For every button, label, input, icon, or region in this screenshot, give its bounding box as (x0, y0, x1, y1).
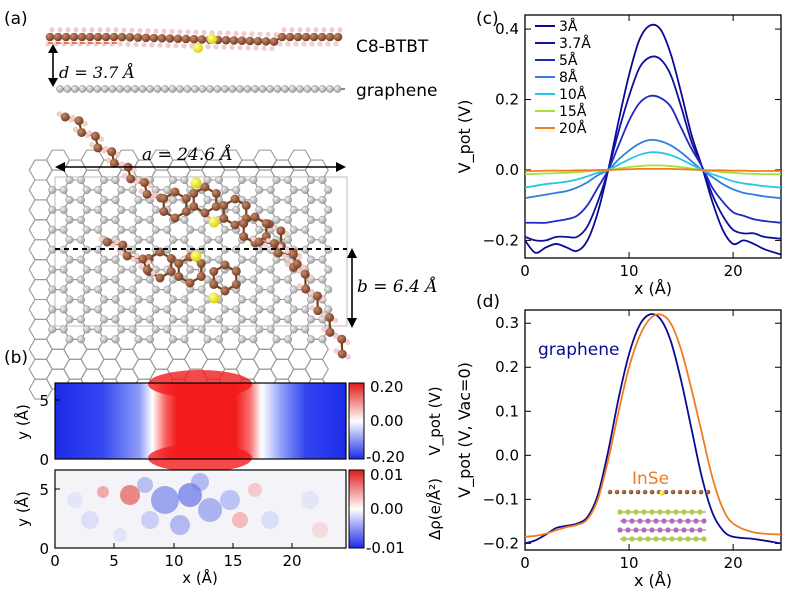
charge-density-map (54, 469, 347, 549)
panel-label-d: (d) (476, 292, 500, 312)
xtick-label: 10 (620, 554, 639, 572)
legend-entry-3: 8Å (559, 69, 578, 86)
rho-ytick-5: 5 (39, 481, 49, 499)
side-view-molecule (45, 27, 343, 53)
top-view-molecule (56, 111, 351, 360)
series-line-5 (524, 164, 782, 176)
vpot-map (54, 370, 347, 472)
vpot-cbar-tick-max: 0.20 (370, 378, 403, 396)
legend-entry-6: 20Å (559, 120, 587, 137)
side-view-graphene (56, 85, 345, 93)
xtick-label: 0 (520, 262, 530, 280)
molecule-label: C8-BTBT (356, 37, 429, 57)
graphene-curve-label: graphene (538, 340, 619, 360)
rho-cbar-tick-zero: 0.00 (370, 500, 403, 518)
ytick-label: 0.2 (495, 91, 519, 109)
rho-cbar-label: Δρ(e/Å²) (425, 478, 444, 540)
chart-c: 0 10 20 −0.2 0.0 0.2 0.4 x (Å) V_pot (V) 3Å3.7Å5Å… (455, 14, 782, 298)
ytick-label: 0.0 (495, 446, 519, 464)
series-line-0 (524, 23, 782, 256)
plot-frame (524, 14, 782, 259)
vpot-cbar-label: V_pot (V) (426, 386, 445, 455)
panel-d: (d) 0 10 20 −0.2 −0.1 0.0 0.1 0.2 0.3 x (Å) V_pot … (455, 292, 782, 589)
vpot-map-yaxis: 0 5 y (Å) (13, 392, 60, 469)
lattice-b-label: b = 6.4 Å (357, 276, 438, 297)
charge-density-axes: 0 5 y (Å) 0 5 10 15 20 x (Å) (13, 481, 302, 587)
series-line-0 (524, 313, 782, 545)
lattice-a-label: a = 24.6 Å (142, 144, 233, 165)
ytick-label: −0.1 (483, 490, 519, 508)
xtick-label: 20 (724, 262, 743, 280)
ytick-label: −0.2 (483, 231, 519, 249)
vpot-cbar-tick-min: -0.20 (366, 448, 405, 466)
rho-ytick-0: 0 (39, 540, 49, 558)
lattice-a-arrow (55, 162, 346, 172)
xtick-label: 20 (724, 554, 743, 572)
panel-c: (c) 0 10 20 −0.2 0.0 0.2 0.4 x (Å) V_pot (V) 3Å3.… (455, 9, 782, 298)
rho-ylabel: y (Å) (13, 491, 32, 527)
xtick-label: 0 (520, 554, 530, 572)
y-axis-label: V_pot (V) (455, 100, 475, 174)
rho-xtick-15: 15 (223, 552, 242, 570)
panel-a: (a) C8-BTBT d = 3.7 Å graphene a = 24.6 … (4, 9, 438, 400)
ytick-label: 0.2 (495, 358, 519, 376)
ytick-label: 0.4 (495, 20, 519, 38)
panel-b: (b) 0 5 y (Å) 0.20 0.00 -0.20 V_pot (V) (4, 348, 445, 587)
ytick-label: 0.1 (495, 402, 519, 420)
inse-structure-inset (607, 489, 711, 542)
vpot-cbar-tick-zero: 0.00 (370, 412, 403, 430)
panel-label-b: (b) (4, 348, 28, 368)
x-axis-label: x (Å) (634, 279, 672, 298)
legend-entry-2: 5Å (559, 52, 578, 69)
legend-entry-0: 3Å (559, 18, 578, 35)
series-line-4 (524, 151, 782, 189)
series-line-6 (524, 167, 781, 172)
plot-frame (524, 309, 782, 551)
rho-xlabel: x (Å) (182, 568, 218, 587)
separation-arrow (48, 44, 58, 87)
rho-xtick-10: 10 (164, 552, 183, 570)
rho-cbar-tick-min: -0.01 (366, 539, 405, 557)
panel-label-a: (a) (4, 9, 28, 29)
ytick-label: 0.3 (495, 314, 519, 332)
legend-entry-5: 15Å (559, 103, 587, 120)
series-line-2 (524, 94, 782, 224)
rho-xtick-20: 20 (282, 552, 301, 570)
vpot-ylabel: y (Å) (13, 404, 32, 440)
rho-xtick-0: 0 (50, 552, 60, 570)
series-line-1 (524, 313, 782, 538)
separation-label: d = 3.7 Å (59, 62, 135, 82)
vpot-ytick-5: 5 (39, 392, 49, 410)
ytick-label: 0.0 (495, 161, 519, 179)
legend-entry-4: 10Å (559, 86, 587, 103)
y-axis-label: V_pot (V, Vac=0) (455, 362, 475, 498)
inse-curve-label: InSe (632, 469, 669, 489)
series-line-3 (524, 138, 782, 200)
xtick-label: 10 (620, 262, 639, 280)
lattice-b-arrow (347, 248, 357, 328)
chart-d: 0 10 20 −0.2 −0.1 0.0 0.1 0.2 0.3 x (Å) V_pot (V, … (455, 309, 782, 589)
rho-xtick-5: 5 (109, 552, 119, 570)
panel-label-c: (c) (476, 9, 499, 29)
series-line-1 (524, 55, 782, 242)
legend-entry-1: 3.7Å (559, 35, 591, 52)
rho-cbar-tick-max: 0.01 (370, 466, 403, 484)
charge-density-colorbar: 0.01 0.00 -0.01 Δρ(e/Å²) (348, 466, 444, 557)
x-axis-label: x (Å) (634, 571, 672, 589)
vpot-ytick-0: 0 (39, 451, 49, 469)
substrate-label: graphene (356, 81, 437, 101)
vpot-colorbar: 0.20 0.00 -0.20 V_pot (V) (348, 378, 445, 466)
ytick-label: −0.2 (483, 534, 519, 552)
